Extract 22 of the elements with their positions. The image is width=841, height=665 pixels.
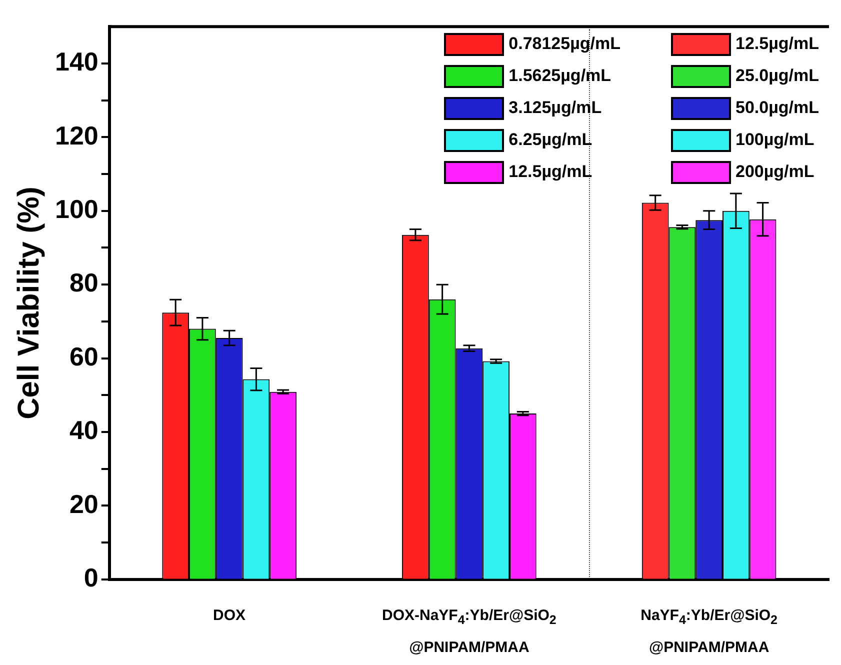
legend-label: 3.125µg/mL (508, 98, 602, 118)
legend-label: 0.78125µg/mL (508, 34, 620, 54)
legend-label: 50.0µg/mL (736, 98, 819, 118)
legend-label: 6.25µg/mL (508, 130, 592, 150)
x-tick-label: NaYF$_{4}$:Yb/Er@SiO$_{2}$ @PNIPAM/PMAA (640, 606, 778, 658)
x-tick-label: DOX (212, 606, 247, 626)
y-tick-label: 60 (69, 341, 98, 372)
legend-label: 1.5625µg/mL (508, 66, 612, 86)
category-label: DOX-NaYF$_{4}$:Yb/Er@SiO$_{2}$ @PNIPAM/PMAA (382, 607, 556, 656)
legend-label: 12.5µg/mL (508, 162, 592, 182)
y-axis-title: Cell Viability (%) (12, 186, 46, 420)
y-tick-label: 100 (54, 194, 98, 224)
legend-label: 100µg/mL (736, 130, 814, 150)
y-tick-label: 120 (54, 120, 98, 150)
y-tick-label: 80 (69, 268, 98, 298)
legend-label: 12.5µg/mL (736, 34, 819, 54)
legend-label: 200µg/mL (736, 162, 814, 182)
y-tick-label: 0 (84, 562, 98, 593)
y-tick-label: 20 (69, 488, 98, 519)
y-tick-label: 40 (69, 415, 98, 446)
legend-label: 25.0µg/mL (736, 66, 819, 86)
y-tick-label: 140 (54, 46, 98, 77)
